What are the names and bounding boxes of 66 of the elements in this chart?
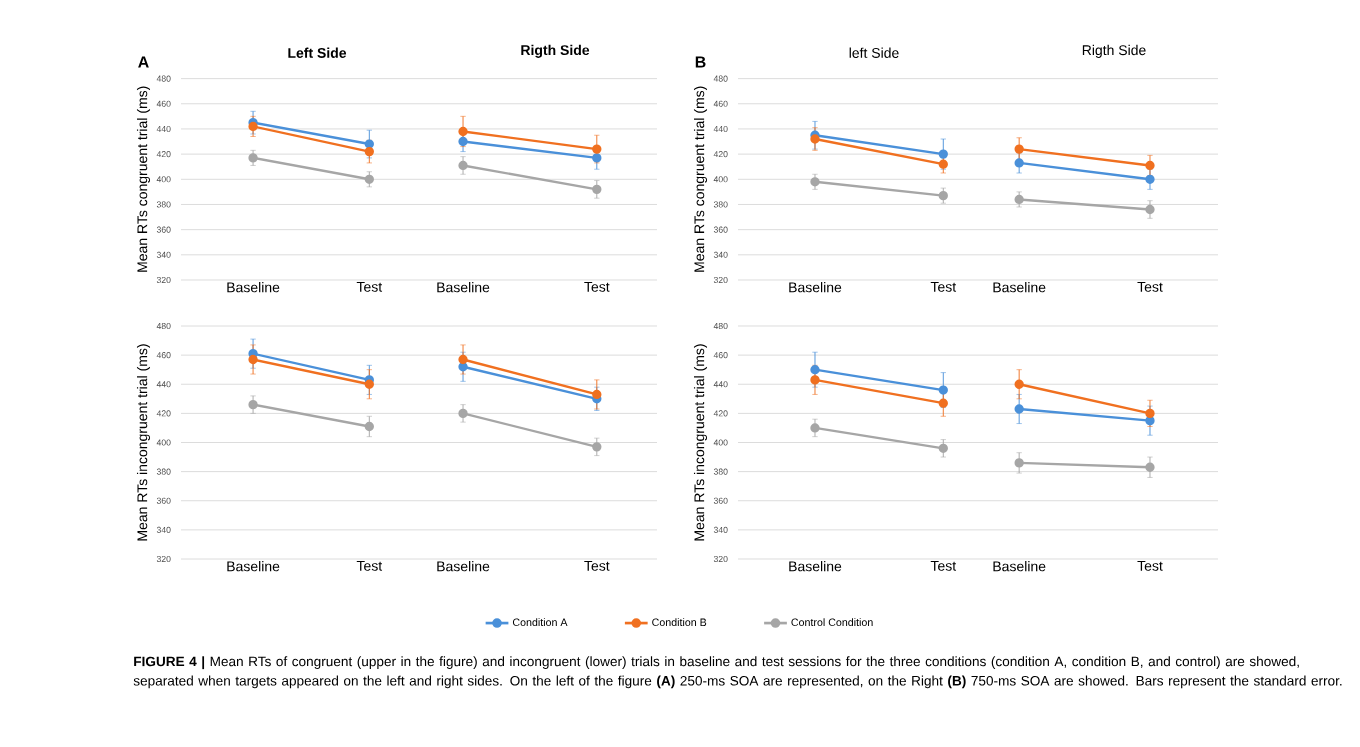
y-tick-label: 400 (156, 439, 171, 446)
y-tick-label: 440 (156, 125, 171, 133)
y-axis-title: Mean RTs congruent trial (ms) (136, 86, 151, 272)
y-tick-label: 460 (713, 352, 728, 359)
chart-title: Rigth Side (1082, 44, 1146, 58)
text: B (695, 56, 706, 68)
x-tick-label: Baseline (227, 282, 280, 293)
x-tick-label: Baseline (993, 282, 1046, 293)
y-tick-label: 400 (713, 439, 728, 446)
x-tick-label: Test (356, 561, 383, 571)
y-tick-label: 420 (713, 410, 728, 417)
y-tick-label: 340 (156, 526, 171, 533)
y-tick-label: 320 (156, 555, 171, 563)
x-tick-label: Test (584, 561, 610, 571)
x-tick-label: Baseline (437, 282, 490, 293)
y-axis-title: Mean RTs incongruent trial (ms) (693, 344, 708, 541)
chart-title: Left Side (288, 47, 347, 58)
y-tick-label: 460 (156, 100, 171, 107)
y-tick-label: 360 (156, 226, 171, 233)
y-tick-label: 340 (713, 526, 728, 533)
y-tick-label: 380 (156, 468, 171, 475)
y-tick-label: 480 (713, 75, 728, 82)
y-tick-label: 360 (156, 497, 171, 504)
text: FIGURE 4 | Mean RTs of congruent (upper in the figure) and incongruent (lower) trials in baseline and test sessions for the three conditions (condition A, condition B, and control) are showed, separated when targets appeared on the left and right sides. On the left of the figure (A) 250-ms SOA are represented, on the Right (B) 750-ms SOA are showed. Bars represent the standard error. (133, 656, 1342, 689)
x-tick-label: Test (584, 282, 610, 292)
y-tick-label: 460 (156, 352, 171, 359)
y-tick-label: 480 (156, 322, 171, 330)
legend-label: Control Condition (791, 618, 873, 627)
y-tick-label: 420 (713, 151, 728, 158)
x-tick-label: Baseline (227, 561, 280, 572)
y-tick-label: 360 (713, 497, 728, 504)
chart-title: left Side (849, 47, 899, 58)
y-axis-title: Mean RTs congruent trial (ms) (693, 86, 708, 272)
y-tick-label: 380 (156, 201, 171, 208)
y-tick-label: 400 (156, 176, 171, 183)
chart-title: Rigth Side (521, 44, 590, 58)
legend-label: Condition A (512, 618, 568, 627)
y-tick-label: 340 (156, 251, 171, 258)
x-tick-label: Baseline (993, 561, 1046, 572)
x-tick-label: Test (930, 282, 957, 292)
y-tick-label: 380 (713, 201, 728, 208)
y-tick-label: 320 (713, 555, 728, 563)
y-axis-title: Mean RTs incongruent trial (ms) (136, 344, 151, 541)
x-tick-label: Baseline (789, 561, 842, 572)
x-tick-label: Test (356, 282, 383, 292)
y-tick-label: 420 (156, 410, 171, 417)
y-tick-label: 320 (713, 276, 728, 284)
y-tick-label: 480 (713, 322, 728, 330)
legend-label: Condition B (652, 618, 707, 627)
x-tick-label: Baseline (437, 561, 490, 572)
x-tick-label: Test (930, 561, 957, 571)
y-tick-label: 380 (713, 468, 728, 475)
y-tick-label: 460 (713, 100, 728, 107)
y-tick-label: 440 (156, 381, 171, 388)
y-tick-label: 420 (156, 151, 171, 158)
y-tick-label: 400 (713, 176, 728, 183)
y-tick-label: 320 (156, 276, 171, 284)
y-tick-label: 480 (156, 75, 171, 82)
y-tick-label: 360 (713, 226, 728, 233)
x-tick-label: Test (1137, 561, 1163, 571)
y-tick-label: 440 (713, 381, 728, 388)
x-tick-label: Baseline (789, 282, 842, 293)
y-tick-label: 340 (713, 251, 728, 258)
text: A (138, 56, 149, 68)
x-tick-label: Test (1137, 282, 1163, 292)
y-tick-label: 440 (713, 125, 728, 133)
